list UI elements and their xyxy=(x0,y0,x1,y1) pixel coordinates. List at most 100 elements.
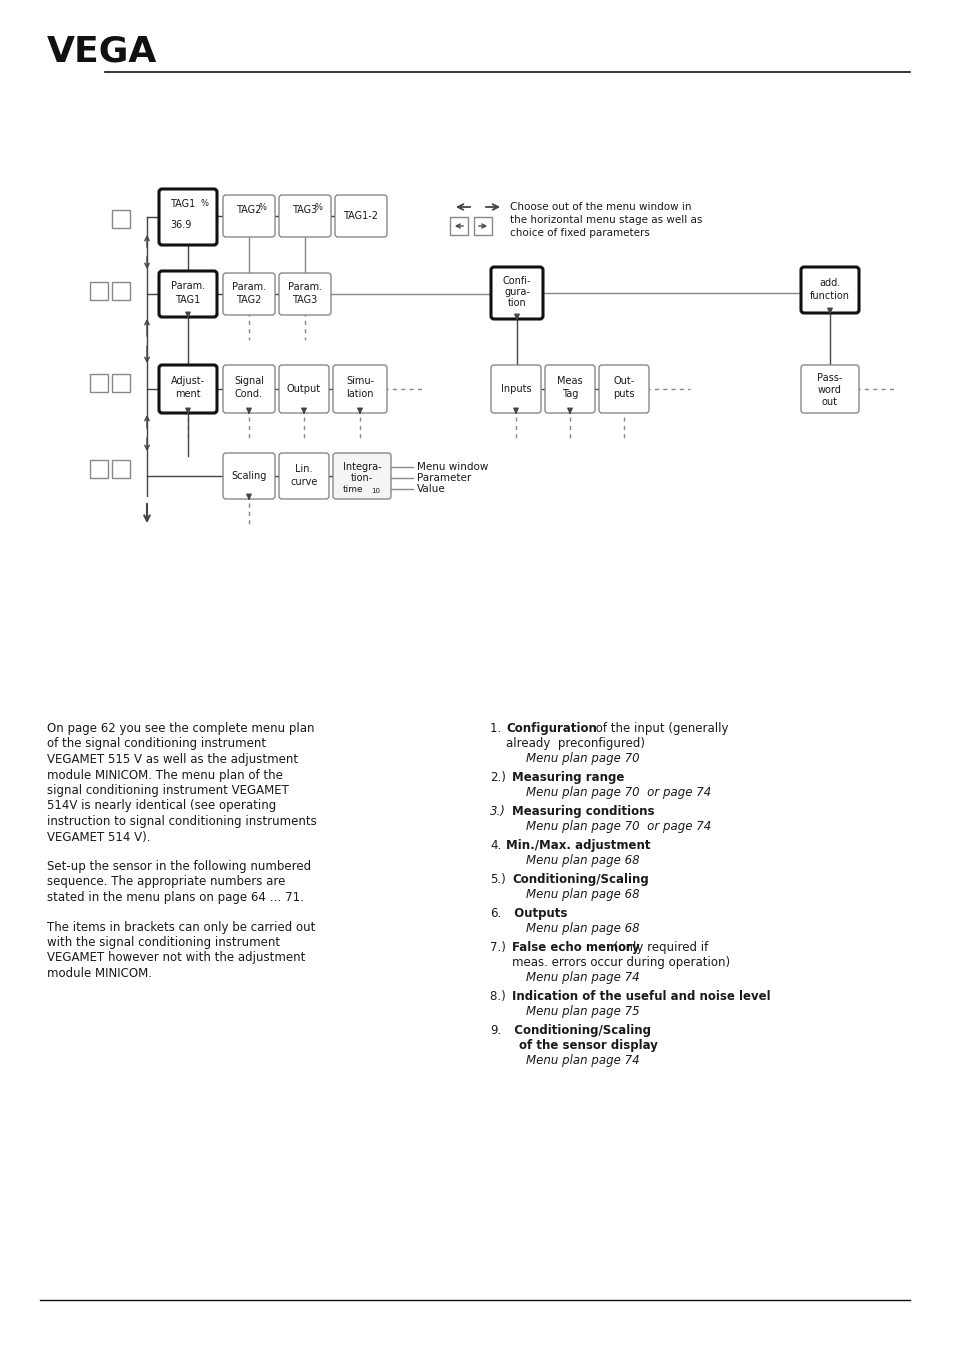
Text: VEGAMET 514 V).: VEGAMET 514 V). xyxy=(47,830,151,844)
Text: module MINICOM. The menu plan of the: module MINICOM. The menu plan of the xyxy=(47,769,283,781)
Text: (only required if: (only required if xyxy=(609,941,707,955)
Text: time: time xyxy=(343,485,363,493)
Text: Menu plan page 68: Menu plan page 68 xyxy=(525,888,639,900)
FancyBboxPatch shape xyxy=(333,454,391,500)
Text: lation: lation xyxy=(346,389,374,399)
Bar xyxy=(90,460,108,478)
Text: 36.9: 36.9 xyxy=(170,219,192,230)
FancyBboxPatch shape xyxy=(223,454,274,500)
Text: choice of fixed parameters: choice of fixed parameters xyxy=(510,227,649,238)
Text: tion: tion xyxy=(507,298,526,307)
Text: Tag: Tag xyxy=(561,389,578,399)
Text: 6.: 6. xyxy=(490,907,500,919)
Bar xyxy=(474,217,492,236)
Text: of the input (generally: of the input (generally xyxy=(592,722,728,735)
Text: Menu plan page 70: Menu plan page 70 xyxy=(525,751,639,765)
FancyBboxPatch shape xyxy=(278,274,331,315)
FancyBboxPatch shape xyxy=(278,366,329,413)
FancyBboxPatch shape xyxy=(159,366,216,413)
Text: meas. errors occur during operation): meas. errors occur during operation) xyxy=(512,956,729,969)
Text: 4.: 4. xyxy=(490,839,500,852)
Text: 3.): 3.) xyxy=(490,806,505,818)
Text: Menu plan page 74: Menu plan page 74 xyxy=(525,971,639,984)
Bar xyxy=(112,282,130,301)
Text: Measuring range: Measuring range xyxy=(512,770,623,784)
Text: %: % xyxy=(258,203,267,211)
Text: Simu-: Simu- xyxy=(346,376,374,386)
Text: Signal: Signal xyxy=(233,376,264,386)
Bar xyxy=(112,374,130,393)
Text: module MINICOM.: module MINICOM. xyxy=(47,967,152,980)
Text: Menu plan page 75: Menu plan page 75 xyxy=(525,1005,639,1018)
Text: Inputs: Inputs xyxy=(500,385,531,394)
Text: with the signal conditioning instrument: with the signal conditioning instrument xyxy=(47,936,280,949)
Text: 9.: 9. xyxy=(490,1024,500,1037)
Text: VEGA: VEGA xyxy=(47,35,157,69)
Text: TAG2: TAG2 xyxy=(236,295,261,305)
Text: False echo memory: False echo memory xyxy=(512,941,639,955)
Text: 514V is nearly identical (see operating: 514V is nearly identical (see operating xyxy=(47,799,276,812)
Text: On page 62 you see the complete menu plan: On page 62 you see the complete menu pla… xyxy=(47,722,314,735)
Text: 2.): 2.) xyxy=(490,770,505,784)
FancyBboxPatch shape xyxy=(801,267,858,313)
Text: %: % xyxy=(314,203,323,211)
FancyBboxPatch shape xyxy=(491,366,540,413)
Bar xyxy=(112,460,130,478)
Text: Cond.: Cond. xyxy=(234,389,263,399)
Text: function: function xyxy=(809,291,849,301)
Text: Choose out of the menu window in: Choose out of the menu window in xyxy=(510,202,691,213)
Text: signal conditioning instrument VEGAMET: signal conditioning instrument VEGAMET xyxy=(47,784,289,798)
Text: sequence. The appropriate numbers are: sequence. The appropriate numbers are xyxy=(47,876,285,888)
Text: Menu plan page 70  or page 74: Menu plan page 70 or page 74 xyxy=(525,787,711,799)
FancyBboxPatch shape xyxy=(223,366,274,413)
FancyBboxPatch shape xyxy=(801,366,858,413)
Text: Param.: Param. xyxy=(171,282,205,291)
Text: tion-: tion- xyxy=(351,473,373,483)
Text: Menu window: Menu window xyxy=(416,462,488,473)
Text: Lin.: Lin. xyxy=(294,464,313,474)
Bar xyxy=(90,282,108,301)
Bar xyxy=(112,210,130,227)
Text: VEGAMET however not with the adjustment: VEGAMET however not with the adjustment xyxy=(47,952,305,964)
Text: Out-: Out- xyxy=(613,376,634,386)
FancyBboxPatch shape xyxy=(491,267,542,320)
Text: Menu plan page 74: Menu plan page 74 xyxy=(525,1053,639,1067)
Text: %: % xyxy=(201,199,209,209)
Text: 10: 10 xyxy=(371,487,379,494)
Text: puts: puts xyxy=(613,389,634,399)
Text: TAG1: TAG1 xyxy=(170,199,195,209)
Text: Set-up the sensor in the following numbered: Set-up the sensor in the following numbe… xyxy=(47,860,311,873)
FancyBboxPatch shape xyxy=(223,274,274,315)
Text: Menu plan page 70  or page 74: Menu plan page 70 or page 74 xyxy=(525,821,711,833)
Text: Min./Max. adjustment: Min./Max. adjustment xyxy=(505,839,650,852)
FancyBboxPatch shape xyxy=(335,195,387,237)
Text: Confi-: Confi- xyxy=(502,276,531,286)
Text: TAG2: TAG2 xyxy=(236,204,261,215)
Text: Adjust-: Adjust- xyxy=(171,376,205,386)
Text: of the sensor display: of the sensor display xyxy=(518,1039,658,1052)
FancyBboxPatch shape xyxy=(159,271,216,317)
FancyBboxPatch shape xyxy=(598,366,648,413)
Text: Parameter: Parameter xyxy=(416,473,471,483)
Text: Param.: Param. xyxy=(232,282,266,292)
FancyBboxPatch shape xyxy=(278,454,329,500)
Text: Configuration: Configuration xyxy=(505,722,597,735)
Text: Value: Value xyxy=(416,483,445,494)
Text: already  preconfigured): already preconfigured) xyxy=(505,737,644,750)
Text: ment: ment xyxy=(175,389,200,399)
Text: the horizontal menu stage as well as: the horizontal menu stage as well as xyxy=(510,215,701,225)
Text: 1.: 1. xyxy=(490,722,504,735)
Text: out: out xyxy=(821,397,837,408)
Text: stated in the menu plans on page 64 … 71.: stated in the menu plans on page 64 … 71… xyxy=(47,891,304,904)
Text: TAG1: TAG1 xyxy=(175,295,200,305)
Text: of the signal conditioning instrument: of the signal conditioning instrument xyxy=(47,738,266,750)
Text: Param.: Param. xyxy=(288,282,322,292)
Bar xyxy=(90,374,108,393)
Bar xyxy=(450,217,468,236)
Text: TAG3: TAG3 xyxy=(292,204,317,215)
Text: curve: curve xyxy=(290,477,317,487)
Text: Integra-: Integra- xyxy=(342,462,381,473)
Text: TAG3: TAG3 xyxy=(292,295,317,305)
Text: 8.): 8.) xyxy=(490,990,513,1003)
Text: Outputs: Outputs xyxy=(505,907,567,919)
